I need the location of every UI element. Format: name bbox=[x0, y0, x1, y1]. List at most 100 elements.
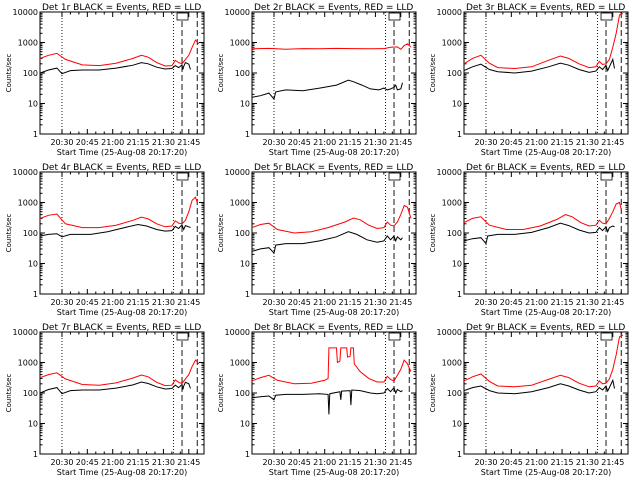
chart-panel-7: Det 7r BLACK = Events, RED = LLD 1 10 100 10… bbox=[5, 323, 205, 477]
x-tick-label: 20:45 bbox=[500, 298, 523, 307]
lld-series-line bbox=[464, 334, 624, 388]
y-tick-label: 1000 bbox=[18, 39, 38, 48]
y-tick-label: 100 bbox=[23, 69, 38, 78]
x-tick-label: 21:45 bbox=[389, 298, 412, 307]
lld-series-line bbox=[252, 347, 412, 385]
x-tick-label: 21:15 bbox=[127, 138, 150, 147]
y-tick-label: 10000 bbox=[437, 8, 462, 17]
x-tick-label: 20:30 bbox=[50, 458, 73, 467]
flag-marker bbox=[176, 332, 189, 341]
y-tick-label: 10000 bbox=[437, 168, 462, 177]
y-tick-label: 100 bbox=[235, 389, 250, 398]
y-tick-label: 10000 bbox=[13, 168, 38, 177]
x-axis-label: Start Time (25-Aug-08 20:17:20) bbox=[481, 468, 612, 477]
x-axis-label: Start Time (25-Aug-08 20:17:20) bbox=[269, 468, 400, 477]
chart-panel-3: Det 3r BLACK = Events, RED = LLD 1 10 100 10… bbox=[429, 3, 629, 157]
chart-panel-1: Det 1r BLACK = Events, RED = LLD 1 10 100 10… bbox=[5, 3, 205, 157]
y-tick-label: 100 bbox=[23, 229, 38, 238]
x-axis-label: Start Time (25-Aug-08 20:17:20) bbox=[57, 148, 188, 157]
chart-title: Det 1r BLACK = Events, RED = LLD bbox=[42, 3, 201, 13]
x-tick-label: 20:30 bbox=[50, 138, 73, 147]
x-tick-label: 20:30 bbox=[262, 458, 285, 467]
y-tick-label: 1000 bbox=[442, 39, 462, 48]
chart-title: Det 6r BLACK = Events, RED = LLD bbox=[466, 163, 625, 173]
y-tick-label: 1 bbox=[245, 450, 250, 459]
x-axis-label: Start Time (25-Aug-08 20:17:20) bbox=[57, 468, 188, 477]
y-tick-label: 10 bbox=[452, 420, 462, 429]
y-tick-label: 1 bbox=[33, 290, 38, 299]
x-tick-label: 21:45 bbox=[177, 458, 200, 467]
x-tick-label: 20:45 bbox=[76, 458, 99, 467]
x-tick-label: 21:30 bbox=[364, 458, 387, 467]
lld-series-line bbox=[40, 39, 200, 67]
x-tick-label: 21:15 bbox=[127, 458, 150, 467]
y-tick-label: 10000 bbox=[437, 328, 462, 337]
x-tick-label: 20:30 bbox=[262, 138, 285, 147]
x-axis-label: Start Time (25-Aug-08 20:17:20) bbox=[481, 308, 612, 317]
y-tick-label: 1 bbox=[245, 130, 250, 139]
x-tick-label: 21:00 bbox=[313, 458, 336, 467]
x-tick-label: 21:30 bbox=[576, 138, 599, 147]
x-tick-label: 21:15 bbox=[551, 458, 574, 467]
x-tick-label: 20:45 bbox=[288, 458, 311, 467]
x-tick-label: 20:30 bbox=[262, 298, 285, 307]
plot-frame bbox=[39, 171, 205, 295]
events-series-line bbox=[464, 378, 615, 395]
lld-series-line bbox=[464, 201, 622, 230]
x-tick-label: 21:30 bbox=[364, 298, 387, 307]
chart-panel-5: Det 5r BLACK = Events, RED = LLD 1 10 100 10… bbox=[217, 163, 417, 317]
x-tick-label: 20:45 bbox=[288, 138, 311, 147]
y-tick-label: 10 bbox=[452, 260, 462, 269]
x-tick-label: 20:45 bbox=[500, 458, 523, 467]
x-tick-label: 21:30 bbox=[152, 138, 175, 147]
x-tick-label: 20:45 bbox=[500, 138, 523, 147]
events-series-line bbox=[40, 61, 191, 75]
x-axis-label: Start Time (25-Aug-08 20:17:20) bbox=[269, 148, 400, 157]
flag-marker bbox=[176, 12, 189, 21]
chart-title: Det 9r BLACK = Events, RED = LLD bbox=[466, 323, 625, 333]
chart-panel-4: Det 4r BLACK = Events, RED = LLD 1 10 100 10… bbox=[5, 163, 205, 317]
y-tick-label: 1 bbox=[457, 450, 462, 459]
y-tick-label: 1000 bbox=[442, 199, 462, 208]
x-tick-label: 21:00 bbox=[101, 298, 124, 307]
y-tick-label: 1000 bbox=[230, 359, 250, 368]
x-tick-label: 20:30 bbox=[474, 138, 497, 147]
y-tick-label: 1000 bbox=[230, 39, 250, 48]
y-axis-label: Counts/sec bbox=[217, 54, 225, 93]
flag-marker bbox=[176, 172, 189, 181]
events-series-line bbox=[252, 79, 403, 101]
y-tick-label: 1 bbox=[33, 130, 38, 139]
x-tick-label: 21:45 bbox=[601, 298, 624, 307]
lld-series-line bbox=[252, 43, 412, 50]
y-axis-label: Counts/sec bbox=[5, 214, 13, 253]
lld-series-line bbox=[252, 204, 412, 234]
y-tick-label: 1000 bbox=[442, 359, 462, 368]
y-axis-label: Counts/sec bbox=[429, 374, 437, 413]
chart-title: Det 2r BLACK = Events, RED = LLD bbox=[254, 3, 413, 13]
x-tick-label: 21:00 bbox=[313, 138, 336, 147]
y-tick-label: 100 bbox=[235, 229, 250, 238]
y-tick-label: 100 bbox=[447, 69, 462, 78]
y-axis-label: Counts/sec bbox=[5, 54, 13, 93]
x-tick-label: 21:15 bbox=[127, 298, 150, 307]
y-tick-label: 1 bbox=[457, 130, 462, 139]
chart-panel-8: Det 8r BLACK = Events, RED = LLD 1 10 100 10… bbox=[217, 323, 417, 477]
y-axis-label: Counts/sec bbox=[5, 374, 13, 413]
x-tick-label: 21:30 bbox=[576, 298, 599, 307]
y-tick-label: 1 bbox=[457, 290, 462, 299]
x-tick-label: 21:45 bbox=[601, 458, 624, 467]
y-tick-label: 100 bbox=[447, 229, 462, 238]
lld-series-line bbox=[464, 12, 624, 70]
x-tick-label: 21:30 bbox=[152, 458, 175, 467]
flag-marker bbox=[388, 12, 401, 21]
chart-panel-2: Det 2r BLACK = Events, RED = LLD 1 10 100 10… bbox=[217, 3, 417, 157]
x-tick-label: 20:30 bbox=[474, 458, 497, 467]
y-tick-label: 10 bbox=[240, 100, 250, 109]
y-tick-label: 100 bbox=[235, 69, 250, 78]
y-axis-label: Counts/sec bbox=[429, 54, 437, 93]
flag-marker bbox=[600, 172, 613, 181]
x-tick-label: 21:15 bbox=[551, 138, 574, 147]
plot-frame bbox=[251, 171, 417, 295]
plot-frame bbox=[463, 11, 629, 135]
